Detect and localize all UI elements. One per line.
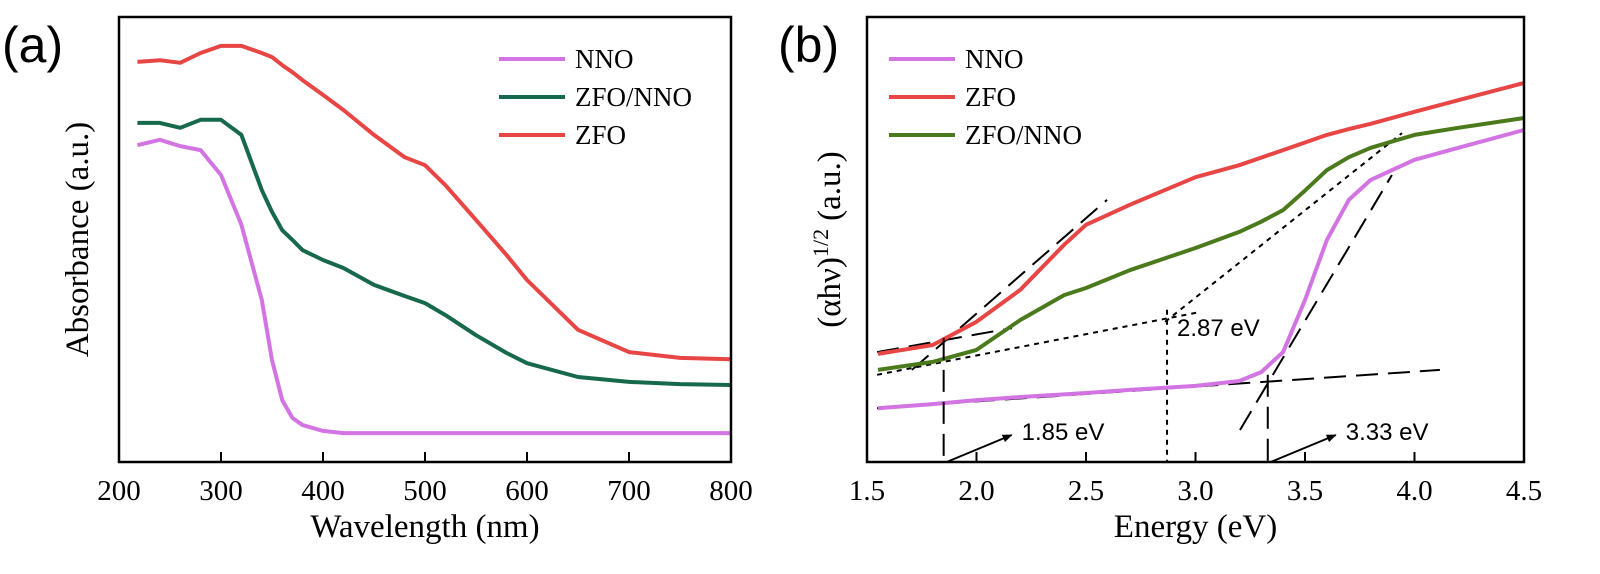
y-axis-title-main: Absorbance (a.u.) bbox=[60, 122, 96, 357]
panel-label: (b) bbox=[778, 17, 839, 73]
x-axis-title: Wavelength (nm) bbox=[310, 509, 539, 545]
x-tick-label: 4.0 bbox=[1396, 475, 1432, 507]
y-axis-title-unit: (a.u.) bbox=[812, 151, 848, 221]
x-axis-title: Energy (eV) bbox=[1114, 509, 1277, 545]
legend-label: ZFO bbox=[965, 82, 1016, 112]
y-axis-title-superscript: 1/2 bbox=[808, 229, 833, 257]
reference-line bbox=[876, 311, 1201, 376]
reference-line bbox=[911, 199, 1108, 371]
x-tick-label: 700 bbox=[607, 475, 651, 507]
x-tick-label: 600 bbox=[505, 475, 549, 507]
data-line bbox=[877, 80, 1525, 356]
data-line bbox=[877, 116, 1525, 372]
y-axis-title: Absorbance (a.u.) bbox=[60, 122, 96, 357]
x-tick-label: 500 bbox=[403, 475, 447, 507]
data-line bbox=[137, 117, 732, 387]
reference-line bbox=[1164, 132, 1403, 323]
x-tick-label: 2.0 bbox=[958, 475, 994, 507]
x-tick-label: 300 bbox=[199, 475, 243, 507]
data-line bbox=[877, 128, 1525, 411]
plot-frame bbox=[865, 15, 1526, 464]
marker-label: 3.33 eV bbox=[1346, 419, 1429, 446]
x-tick-label: 4.5 bbox=[1506, 475, 1542, 507]
x-tick-label: 1.5 bbox=[849, 475, 885, 507]
legend-label: ZFO/NNO bbox=[575, 82, 692, 112]
y-axis-title: (αhν)1/2 (a.u.) bbox=[808, 151, 848, 327]
panel-label: (a) bbox=[2, 17, 63, 73]
x-tick-label: 3.0 bbox=[1177, 475, 1213, 507]
x-tick-label: 800 bbox=[709, 475, 753, 507]
legend-label: NNO bbox=[575, 44, 634, 74]
marker-arrow bbox=[946, 434, 1013, 463]
x-tick-label: 200 bbox=[97, 475, 141, 507]
legend-label: NNO bbox=[965, 44, 1024, 74]
marker-arrow bbox=[1270, 434, 1337, 463]
legend-label: ZFO/NNO bbox=[965, 120, 1082, 150]
data-line bbox=[136, 137, 731, 436]
x-tick-label: 3.5 bbox=[1287, 475, 1323, 507]
data-line bbox=[137, 43, 732, 362]
plot-frame bbox=[117, 15, 733, 464]
marker-label: 2.87 eV bbox=[1177, 315, 1260, 342]
marker-label: 1.85 eV bbox=[1022, 419, 1105, 446]
legend-label: ZFO bbox=[575, 120, 626, 150]
y-axis-title-main: (αhν) bbox=[812, 257, 848, 328]
x-tick-label: 400 bbox=[301, 475, 345, 507]
x-tick-label: 2.5 bbox=[1068, 475, 1104, 507]
reference-line bbox=[1239, 174, 1393, 431]
